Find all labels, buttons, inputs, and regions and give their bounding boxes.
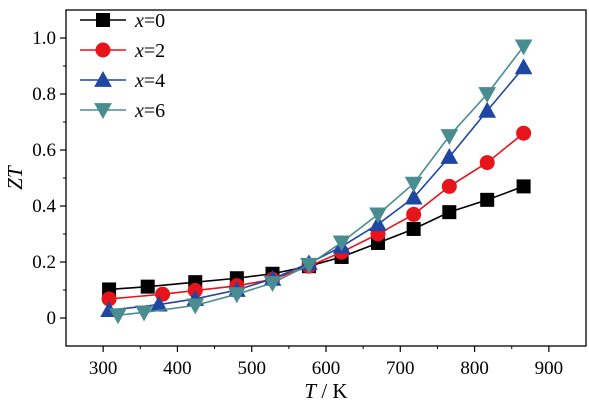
x-tick-label: 600 bbox=[312, 358, 341, 379]
legend-marker bbox=[94, 103, 112, 120]
series-line bbox=[108, 66, 525, 311]
legend-label: x=2 bbox=[134, 40, 165, 62]
series-line bbox=[109, 132, 525, 300]
data-point bbox=[135, 305, 153, 322]
data-point bbox=[406, 221, 421, 236]
data-point bbox=[406, 206, 422, 222]
legend-marker bbox=[94, 70, 112, 87]
data-point bbox=[140, 279, 155, 294]
legend-entry: x=0 bbox=[80, 10, 165, 32]
series-x-eq-2 bbox=[101, 125, 532, 307]
x-tick-label: 900 bbox=[535, 358, 564, 379]
legend-marker bbox=[95, 42, 111, 58]
y-axis-title: ZT bbox=[3, 165, 27, 190]
data-point bbox=[516, 125, 532, 141]
data-point bbox=[369, 207, 387, 224]
x-tick-label: 500 bbox=[237, 358, 266, 379]
data-point bbox=[514, 39, 533, 56]
series-group bbox=[100, 39, 533, 325]
data-point bbox=[440, 129, 459, 146]
series-x-eq-6 bbox=[109, 39, 533, 325]
x-tick-label: 400 bbox=[163, 358, 192, 379]
legend: x=0 x=2 x=4 x=6 bbox=[80, 10, 165, 122]
axes-group: 300 400 500 600 700 800 900 0 0.2 0.4 0.6 0.8 1.0 bbox=[32, 28, 563, 379]
y-tick-label: 0.8 bbox=[32, 84, 56, 105]
y-tick-label: 0.6 bbox=[32, 140, 56, 161]
data-point bbox=[109, 308, 127, 325]
legend-entry: x=6 bbox=[80, 100, 165, 122]
data-point bbox=[478, 87, 497, 104]
data-point bbox=[516, 179, 531, 194]
legend-label: x=6 bbox=[134, 100, 165, 122]
y-tick-label: 1.0 bbox=[32, 28, 56, 49]
data-point bbox=[514, 58, 533, 75]
data-point bbox=[442, 205, 457, 220]
data-point bbox=[479, 155, 495, 171]
legend-entry: x=4 bbox=[80, 70, 165, 92]
data-point bbox=[186, 298, 205, 315]
x-tick-label: 800 bbox=[460, 358, 489, 379]
x-axis-title: T / K bbox=[304, 379, 347, 403]
legend-marker bbox=[96, 13, 110, 27]
x-tick-label: 300 bbox=[89, 358, 118, 379]
data-point bbox=[404, 188, 423, 205]
data-point bbox=[332, 235, 351, 252]
y-tick-label: 0.2 bbox=[32, 252, 56, 273]
legend-label: x=4 bbox=[134, 70, 165, 92]
data-point bbox=[263, 276, 282, 293]
x-axis-title-unit: / K bbox=[316, 379, 348, 403]
data-point bbox=[440, 147, 459, 164]
y-tick-label: 0 bbox=[47, 308, 57, 329]
legend-label: x=0 bbox=[134, 10, 165, 32]
data-point bbox=[404, 176, 423, 193]
legend-entry: x=2 bbox=[80, 40, 165, 62]
x-tick-label: 700 bbox=[386, 358, 415, 379]
data-point bbox=[441, 178, 457, 194]
series-line bbox=[117, 45, 525, 316]
series-x-eq-4 bbox=[100, 58, 533, 318]
data-point bbox=[300, 257, 318, 274]
data-point bbox=[480, 192, 495, 207]
x-axis-title-variable: T bbox=[304, 379, 317, 403]
series-x-eq-0 bbox=[102, 179, 531, 297]
y-tick-label: 0.4 bbox=[32, 196, 56, 217]
data-point bbox=[478, 101, 497, 118]
data-point bbox=[228, 287, 246, 304]
series-line bbox=[109, 185, 524, 291]
